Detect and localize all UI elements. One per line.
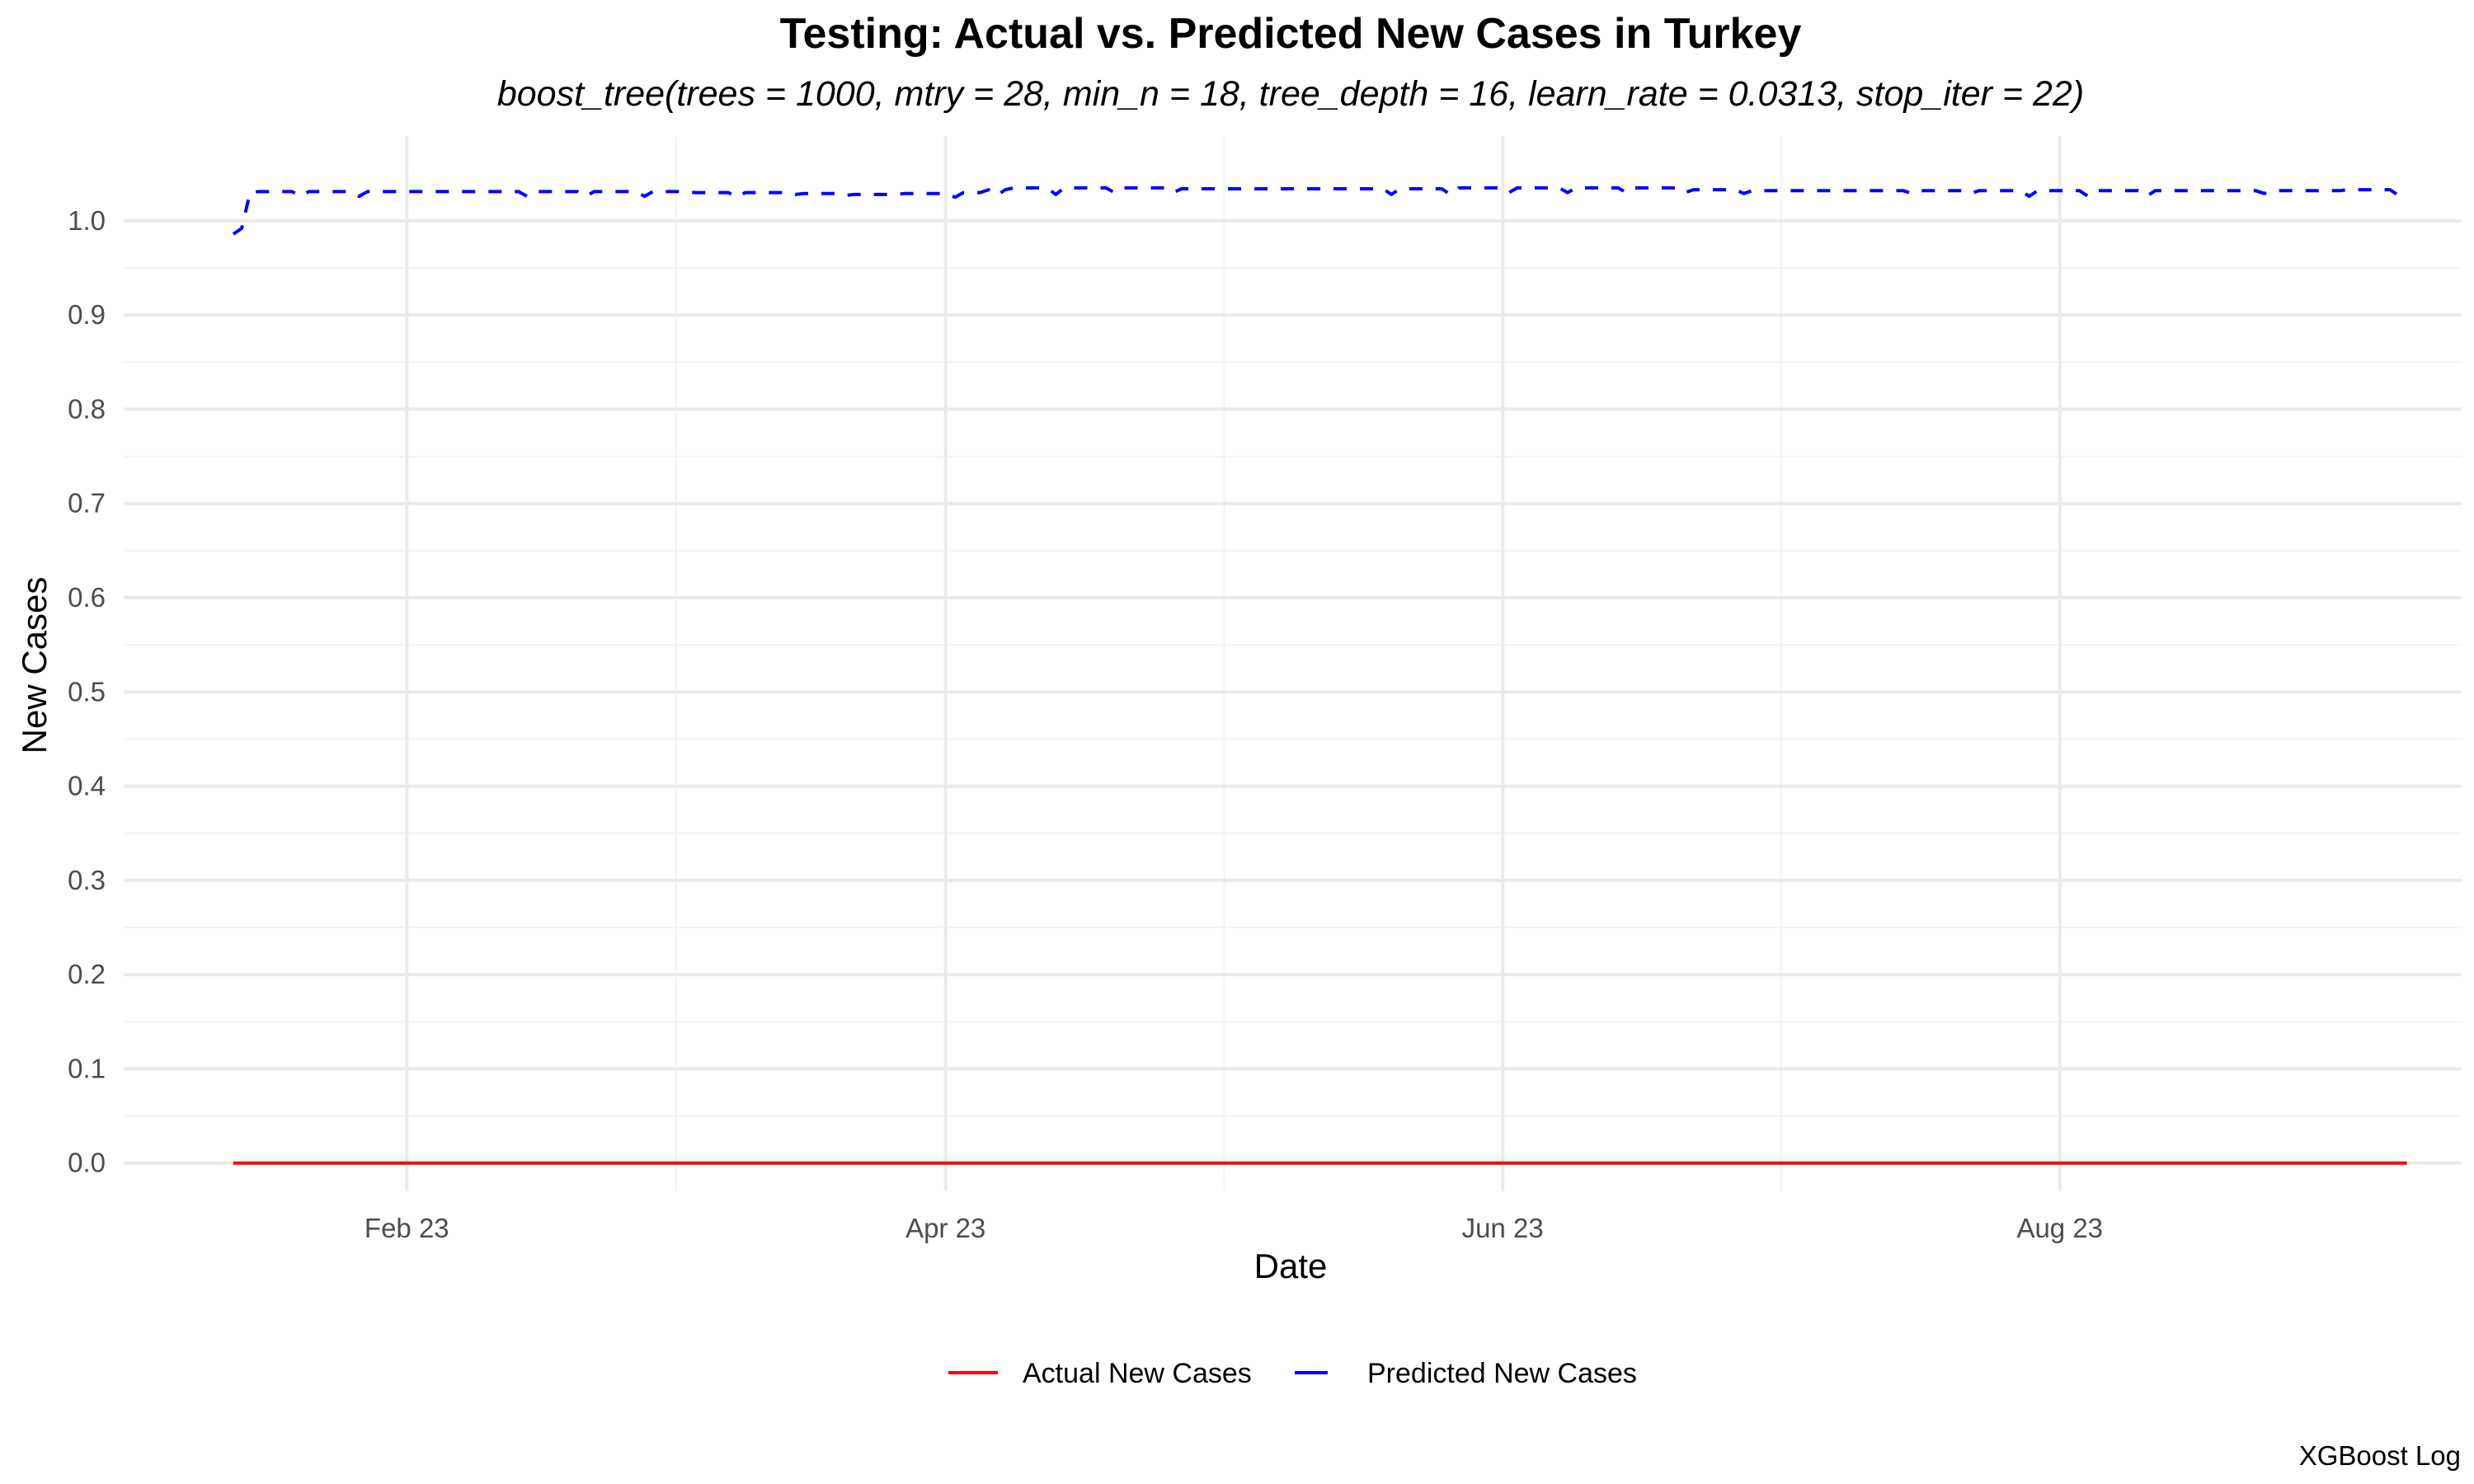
predicted-series-line — [232, 186, 2408, 236]
x-tick-label: Apr 23 — [905, 1213, 985, 1243]
chart-caption: XGBoost Log — [2299, 1440, 2461, 1471]
y-tick-label: 0.2 — [68, 959, 106, 989]
x-tick-label: Feb 23 — [365, 1213, 449, 1243]
legend: Actual New Cases Predicted New Cases — [948, 1358, 1637, 1389]
legend-label-actual: Actual New Cases — [1023, 1358, 1252, 1389]
chart-subtitle: boost_tree(trees = 1000, mtry = 28, min_… — [497, 74, 2084, 114]
x-tick-label: Jun 23 — [1462, 1213, 1544, 1243]
y-tick-label: 0.4 — [68, 771, 106, 801]
axis-layer: 0.0 0.1 0.2 0.3 0.4 0.5 0.6 0.7 0.8 0.9 1.0 Feb 23 A… — [68, 205, 2103, 1243]
y-tick-label: 0.9 — [68, 299, 106, 330]
x-axis-title: Date — [1254, 1247, 1328, 1285]
y-axis-title: New Cases — [15, 577, 54, 754]
legend-label-predicted: Predicted New Cases — [1367, 1358, 1637, 1389]
x-tick-label: Aug 23 — [2016, 1213, 2103, 1243]
y-tick-label: 0.0 — [68, 1148, 106, 1178]
y-tick-label: 0.6 — [68, 582, 106, 613]
y-tick-label: 0.8 — [68, 393, 106, 424]
y-tick-label: 1.0 — [68, 205, 106, 236]
chart-title: Testing: Actual vs. Predicted New Cases … — [780, 10, 1802, 58]
y-tick-label: 0.3 — [68, 865, 106, 895]
y-tick-label: 0.1 — [68, 1053, 106, 1083]
grid-layer — [124, 136, 2462, 1191]
y-tick-label: 0.5 — [68, 676, 106, 707]
y-tick-label: 0.7 — [68, 488, 106, 519]
series-layer — [232, 186, 2408, 1165]
